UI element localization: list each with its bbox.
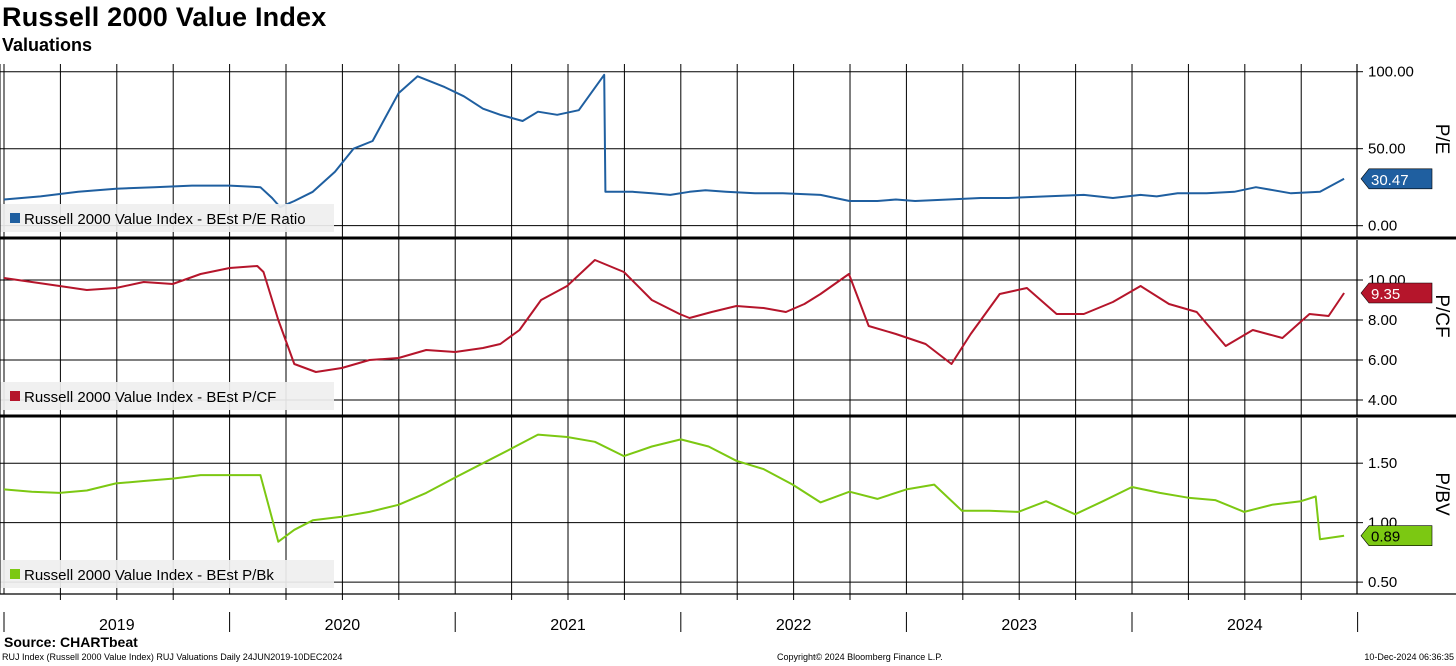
y-axis-title: P/E bbox=[1431, 124, 1452, 155]
y-tick-label: 100.00 bbox=[1368, 64, 1414, 81]
x-tick-label: 2020 bbox=[325, 617, 361, 634]
legend-label: Russell 2000 Value Index - BEst P/Bk bbox=[24, 567, 274, 584]
y-tick-label: 0.00 bbox=[1368, 218, 1397, 235]
x-axis: 2019 2020 2021 2022 2023 2024 bbox=[3, 594, 1359, 634]
y-axis-title: P/CF bbox=[1431, 294, 1452, 337]
y-tick-label: 6.00 bbox=[1368, 352, 1397, 369]
y-tick-label: 1.50 bbox=[1368, 455, 1397, 472]
legend-label: Russell 2000 Value Index - BEst P/E Rati… bbox=[24, 211, 306, 228]
y-axis-title: P/BV bbox=[1431, 472, 1452, 516]
legend-swatch bbox=[10, 569, 20, 579]
chart-subtitle: Valuations bbox=[2, 35, 93, 55]
legend-swatch bbox=[10, 391, 20, 401]
x-tick-label: 2022 bbox=[776, 617, 812, 634]
x-tick-label: 2024 bbox=[1227, 617, 1263, 634]
series-line-pb bbox=[3, 433, 1345, 543]
footer-description: RUJ Index (Russell 2000 Value Index) RUJ… bbox=[2, 652, 343, 662]
chart-title: Russell 2000 Value Index bbox=[2, 2, 327, 32]
series-line-pe bbox=[3, 73, 1345, 209]
vertical-gridlines bbox=[3, 64, 1302, 594]
last-value-tag-pcf: 9.35 bbox=[1360, 282, 1433, 304]
legend-swatch bbox=[10, 213, 20, 223]
x-tick-label: 2023 bbox=[1001, 617, 1037, 634]
panel-pe: 100.00 50.00 0.00 P/E 30.47 Russell 2000 Valu… bbox=[0, 64, 1456, 240]
footer-timestamp: 10-Dec-2024 06:36:35 bbox=[1364, 652, 1454, 662]
legend-pcf: Russell 2000 Value Index - BEst P/CF bbox=[0, 382, 334, 410]
x-tick-label: 2021 bbox=[550, 617, 586, 634]
footer-copyright: Copyright© 2024 Bloomberg Finance L.P. bbox=[777, 652, 943, 662]
source-note: Source: CHARTbeat bbox=[4, 634, 138, 650]
last-value-tag-pb: 0.89 bbox=[1360, 525, 1433, 547]
y-tick-label: 8.00 bbox=[1368, 312, 1397, 329]
legend-label: Russell 2000 Value Index - BEst P/CF bbox=[24, 389, 276, 406]
last-value-label: 9.35 bbox=[1371, 286, 1400, 303]
y-tick-label: 0.50 bbox=[1368, 574, 1397, 591]
y-tick-label: 50.00 bbox=[1368, 141, 1406, 158]
series-line-pcf bbox=[3, 259, 1345, 373]
last-value-label: 30.47 bbox=[1371, 172, 1409, 189]
y-tick-label: 4.00 bbox=[1368, 392, 1397, 409]
legend-pb: Russell 2000 Value Index - BEst P/Bk bbox=[0, 560, 334, 588]
legend-pe: Russell 2000 Value Index - BEst P/E Rati… bbox=[0, 204, 334, 232]
last-value-tag-pe: 30.47 bbox=[1360, 168, 1433, 190]
last-value-label: 0.89 bbox=[1371, 529, 1400, 546]
x-tick-label: 2019 bbox=[99, 617, 135, 634]
